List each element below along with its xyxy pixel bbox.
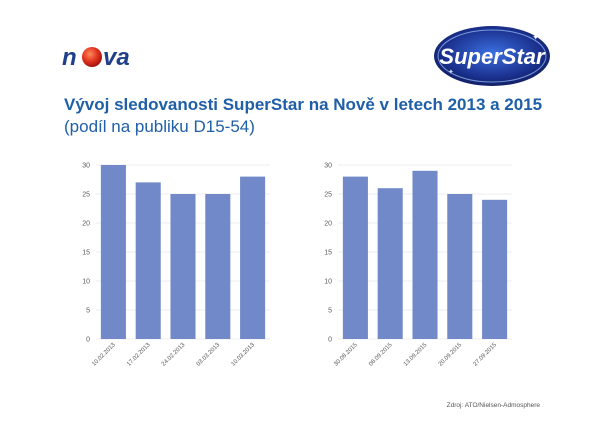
star-icon: ✦: [448, 68, 454, 76]
x-tick-label: 13.09.2015: [403, 342, 429, 368]
y-tick-label: 10: [324, 279, 332, 286]
star-icon: ✦: [532, 32, 540, 42]
x-tick-label: 30.08.2015: [333, 342, 359, 368]
bar: [342, 176, 368, 339]
y-tick-label: 15: [82, 250, 90, 257]
y-tick-label: 25: [324, 192, 332, 199]
bar: [377, 188, 403, 339]
bar: [240, 176, 266, 339]
source-note: Zdroj: ATO/Nielsen-Admosphere: [446, 402, 540, 409]
svg-text:va: va: [103, 44, 130, 70]
superstar-logo: SuperStar ✦ ✦: [434, 26, 550, 86]
title-main: Vývoj sledovanosti SuperStar na Nově v l…: [64, 95, 543, 114]
y-tick-label: 20: [324, 221, 332, 228]
bar: [447, 194, 473, 339]
y-tick-label: 20: [82, 221, 90, 228]
y-tick-label: 30: [324, 163, 332, 170]
bar: [170, 194, 196, 339]
svg-text:SuperStar: SuperStar: [439, 44, 546, 69]
svg-text:n: n: [62, 44, 77, 70]
x-tick-label: 17.02.2013: [126, 342, 152, 368]
x-tick-label: 20.09.2015: [438, 342, 464, 368]
x-tick-label: 10.02.2013: [91, 342, 117, 368]
bar: [205, 194, 231, 339]
y-tick-label: 25: [82, 192, 90, 199]
y-tick-label: 30: [82, 163, 90, 170]
bar: [100, 165, 126, 339]
bar: [135, 182, 161, 339]
x-tick-label: 27.09.2015: [473, 342, 499, 368]
y-tick-label: 10: [82, 279, 90, 286]
x-tick-label: 03.03.2013: [196, 342, 222, 368]
page-title: Vývoj sledovanosti SuperStar na Nově v l…: [64, 94, 544, 138]
x-tick-label: 24.02.2013: [161, 342, 187, 368]
chart-2013: 0 5 10 15 20 25 30 10.02.2013 17.02.2013 24.02.20…: [82, 163, 270, 368]
y-tick-label: 0: [328, 337, 332, 344]
bar: [412, 170, 438, 339]
nova-orb-icon: [82, 47, 102, 67]
bar: [482, 199, 508, 339]
x-tick-label: 06.09.2015: [368, 342, 394, 368]
x-tick-label: 10.03.2013: [231, 342, 257, 368]
nova-logo: n va: [62, 44, 130, 70]
y-tick-label: 0: [86, 337, 90, 344]
title-subtitle: (podíl na publiku D15-54): [64, 117, 255, 136]
chart-2015: 0 5 10 15 20 25 30 30.08.2015 06.09.2015 13.09.20…: [324, 163, 512, 368]
y-tick-label: 5: [86, 308, 90, 315]
y-tick-label: 5: [328, 308, 332, 315]
y-tick-label: 15: [324, 250, 332, 257]
